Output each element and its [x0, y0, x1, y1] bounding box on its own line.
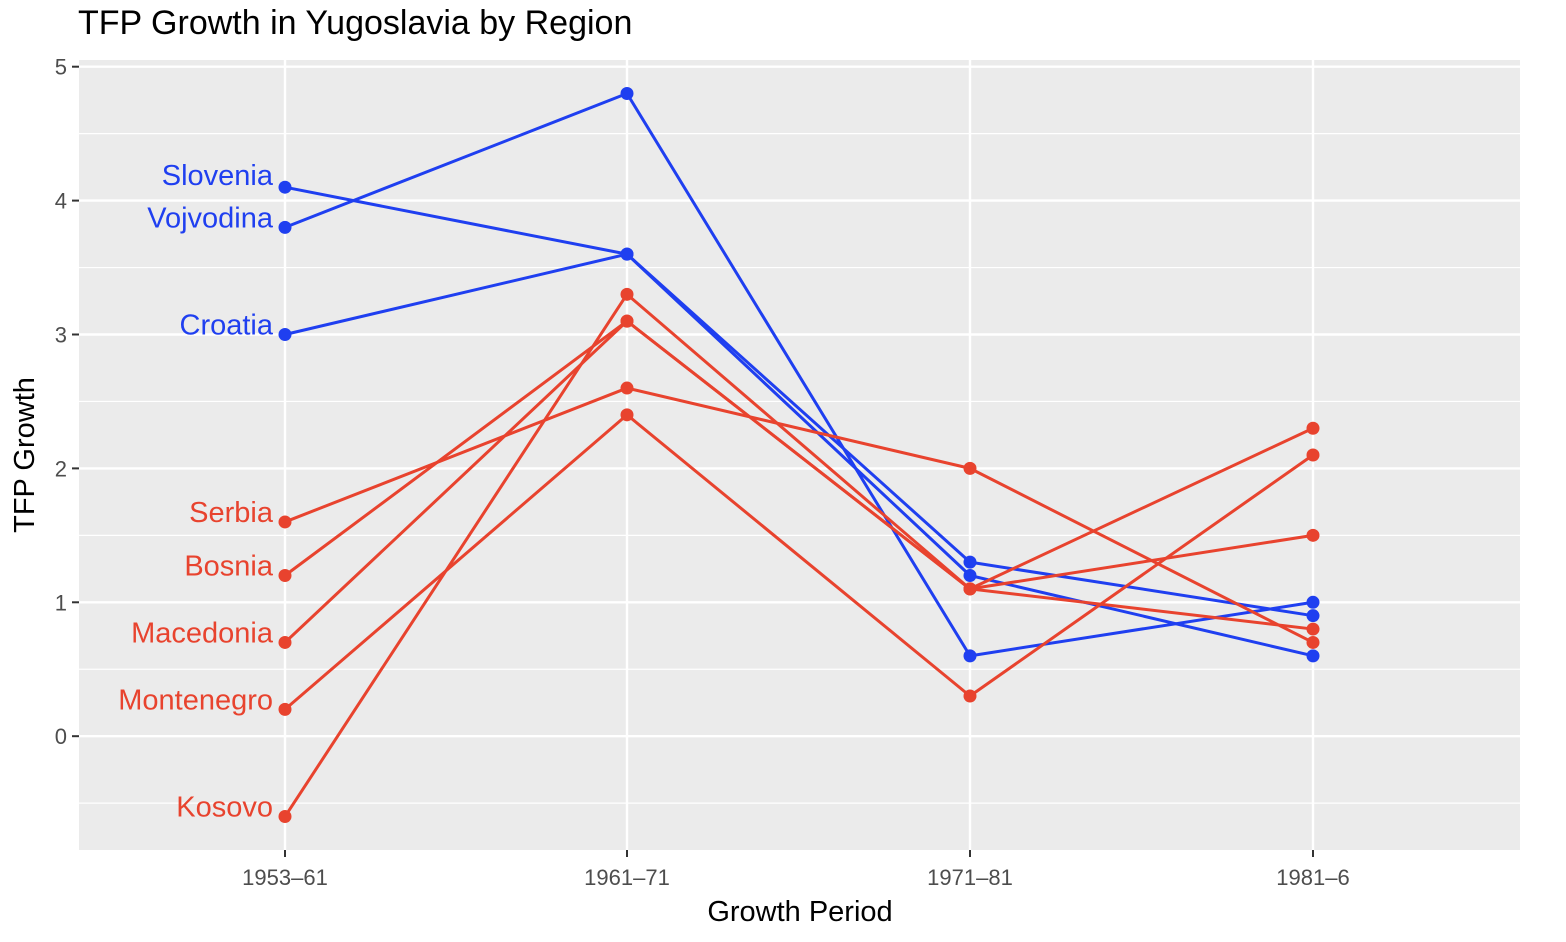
y-tick-label: 3: [55, 322, 67, 347]
data-point-serbia: [620, 381, 634, 395]
y-tick-label: 1: [55, 590, 67, 615]
data-point-croatia: [278, 327, 292, 341]
series-montenegro: Montenegro: [118, 408, 1320, 716]
y-tick-label: 0: [55, 724, 67, 749]
data-point-vojvodina: [620, 86, 634, 100]
series-label-montenegro: Montenegro: [118, 684, 273, 716]
data-point-serbia: [1306, 635, 1320, 649]
data-point-bosnia: [1306, 528, 1320, 542]
y-tick-label: 4: [55, 189, 67, 214]
data-point-croatia: [963, 569, 977, 583]
series-label-slovenia: Slovenia: [162, 160, 274, 192]
data-point-slovenia: [963, 555, 977, 569]
series-label-macedonia: Macedonia: [131, 617, 274, 649]
series-macedonia: Macedonia: [131, 314, 1320, 649]
x-tick-label: 1971–81: [927, 865, 1013, 890]
data-point-macedonia: [1306, 622, 1320, 636]
data-point-slovenia: [278, 180, 292, 194]
series-line-macedonia: [283, 319, 1314, 644]
series-kosovo: Kosovo: [176, 287, 1320, 824]
data-point-vojvodina: [963, 649, 977, 663]
data-point-kosovo: [963, 582, 977, 596]
data-point-vojvodina: [278, 220, 292, 234]
series-vojvodina: Vojvodina: [147, 86, 1320, 663]
series-line-vojvodina: [284, 91, 1314, 658]
series-label-vojvodina: Vojvodina: [147, 202, 274, 234]
data-point-croatia: [620, 247, 634, 261]
data-point-montenegro: [620, 408, 634, 422]
data-point-macedonia: [278, 635, 292, 649]
series-croatia: Croatia: [180, 247, 1320, 663]
y-axis-title: TFP Growth: [9, 377, 41, 533]
data-point-bosnia: [278, 569, 292, 583]
y-axis-ticks: 0 1 2 3 4 5: [55, 55, 79, 749]
data-point-montenegro: [963, 689, 977, 703]
y-tick-label: 2: [55, 456, 67, 481]
data-point-kosovo: [1306, 421, 1320, 435]
series-layer: Slovenia Vojvodina Croatia Serbia Bosnia Mace…: [118, 86, 1320, 824]
data-point-serbia: [278, 515, 292, 529]
x-tick-label: 1961–71: [584, 865, 670, 890]
series-label-croatia: Croatia: [180, 309, 274, 341]
data-point-montenegro: [278, 702, 292, 716]
x-tick-label: 1981–6: [1276, 865, 1349, 890]
series-label-bosnia: Bosnia: [184, 551, 274, 583]
x-axis-title: Growth Period: [707, 896, 892, 928]
y-tick-label: 5: [55, 55, 67, 80]
data-point-kosovo: [278, 810, 292, 824]
data-point-vojvodina: [1306, 595, 1320, 609]
series-line-serbia: [284, 386, 1314, 644]
data-point-slovenia: [1306, 609, 1320, 623]
major-gridlines: [79, 60, 1520, 850]
series-line-montenegro: [284, 413, 1314, 711]
x-axis-ticks: 1953–61 1961–71 1971–81 1981–6: [242, 850, 1350, 890]
series-line-slovenia: [284, 185, 1314, 618]
series-line-kosovo: [283, 292, 1314, 818]
data-point-macedonia: [620, 314, 634, 328]
minor-gridlines: [79, 133, 1520, 804]
data-point-serbia: [963, 461, 977, 475]
data-point-montenegro: [1306, 448, 1320, 462]
x-tick-label: 1953–61: [242, 865, 328, 890]
data-point-kosovo: [620, 287, 634, 301]
series-label-kosovo: Kosovo: [176, 792, 273, 824]
chart-title: TFP Growth in Yugoslavia by Region: [78, 4, 632, 42]
series-serbia: Serbia: [189, 381, 1320, 649]
series-line-croatia: [284, 252, 1314, 658]
data-point-croatia: [1306, 649, 1320, 663]
series-label-serbia: Serbia: [189, 497, 274, 529]
